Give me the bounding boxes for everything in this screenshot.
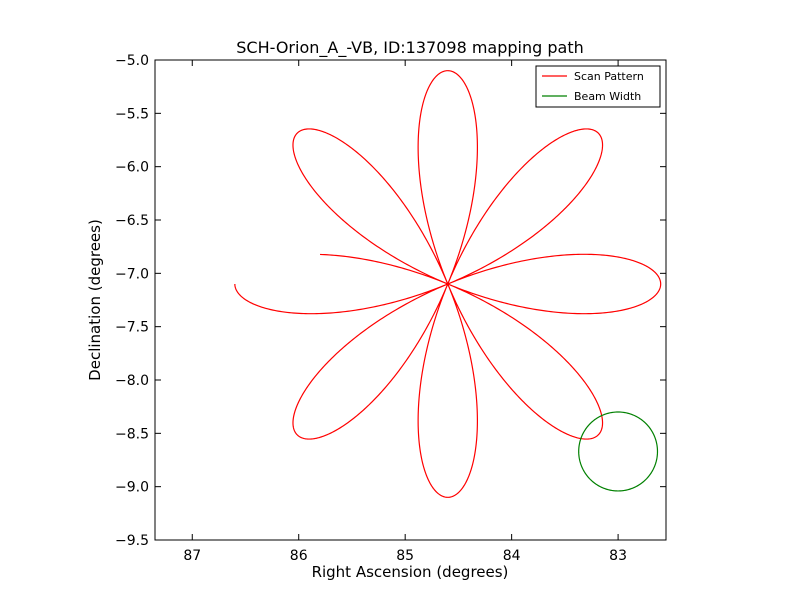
- ticks-layer: 87 86 85 84 83 −5.0 −5.5 −6.0 −6.5 −7.0 −7.5 −8.0 −8…: [115, 53, 666, 564]
- y-tick-label: −5.5: [115, 106, 149, 122]
- y-tick-label: −7.5: [115, 320, 149, 336]
- x-axis-label: Right Ascension (degrees): [312, 563, 509, 581]
- x-tick-label: 85: [396, 548, 414, 564]
- y-tick-label: −6.5: [115, 213, 149, 229]
- legend-box: [535, 65, 661, 108]
- legend-label-beam-width: Beam Width: [574, 90, 641, 103]
- chart-title: SCH-Orion_A_-VB, ID:137098 mapping path: [236, 38, 584, 58]
- y-tick-label: −5.0: [115, 53, 149, 69]
- series-scan-pattern: [234, 70, 662, 498]
- y-tick-label: −9.0: [115, 480, 149, 496]
- x-tick-label: 83: [609, 548, 627, 564]
- series-beam-width: [578, 411, 659, 492]
- series-layer: [234, 70, 662, 498]
- y-tick-label: −6.0: [115, 160, 149, 176]
- axes-frame: [154, 59, 667, 541]
- y-tick-label: −7.0: [115, 266, 149, 282]
- y-tick-label: −9.5: [115, 533, 149, 549]
- y-tick-label: −8.5: [115, 426, 149, 442]
- x-tick-label: 86: [290, 548, 308, 564]
- x-tick-label: 84: [503, 548, 521, 564]
- legend: Scan Pattern Beam Width: [535, 65, 661, 108]
- legend-label-scan-pattern: Scan Pattern: [574, 70, 644, 83]
- y-axis-label: Declination (degrees): [86, 219, 104, 381]
- x-tick-label: 87: [183, 548, 201, 564]
- y-tick-label: −8.0: [115, 373, 149, 389]
- plot-area: [155, 60, 666, 540]
